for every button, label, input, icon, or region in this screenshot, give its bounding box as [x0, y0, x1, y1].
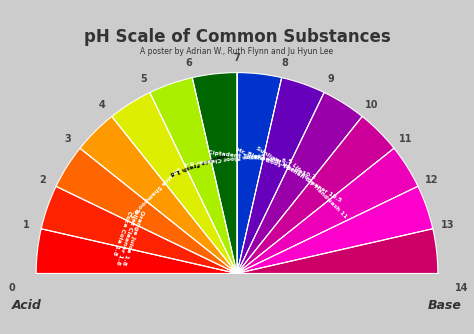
Text: Sunlight Kitchen Cleaner 10.5: Sunlight Kitchen Cleaner 10.5 [255, 146, 343, 203]
Text: SoKlim Floor Cleaner 6.4: SoKlim Floor Cleaner 6.4 [183, 151, 265, 165]
Text: 12: 12 [425, 175, 438, 185]
Text: Base: Base [428, 299, 462, 312]
Text: 10: 10 [365, 100, 378, 110]
Text: 5: 5 [140, 74, 146, 84]
Text: Ciptadent Toothpaste 8.5: Ciptadent Toothpaste 8.5 [208, 151, 292, 165]
Wedge shape [237, 117, 394, 274]
Text: Orange Juice 1.8
Toilet Cleaner 1.8
Coca Cola 1.8: Orange Juice 1.8 Toilet Cleaner 1.8 Coca… [109, 203, 146, 267]
Text: 14: 14 [455, 283, 469, 293]
Text: pH Scale of Common Substances: pH Scale of Common Substances [83, 28, 391, 46]
Wedge shape [41, 186, 237, 274]
Wedge shape [237, 229, 438, 274]
Text: 3: 3 [65, 134, 72, 144]
Text: Acid: Acid [12, 299, 42, 312]
Text: 6: 6 [186, 58, 192, 68]
Wedge shape [80, 117, 237, 274]
Wedge shape [112, 93, 237, 274]
Text: 13: 13 [441, 220, 454, 230]
Wedge shape [237, 77, 324, 274]
Wedge shape [237, 72, 282, 274]
Wedge shape [56, 148, 237, 274]
Wedge shape [192, 72, 237, 274]
Text: 1: 1 [23, 220, 30, 230]
Text: Mr. Biore Body Foam 10.2: Mr. Biore Body Foam 10.2 [235, 147, 316, 180]
Wedge shape [237, 186, 433, 274]
Wedge shape [150, 77, 237, 274]
Text: 11: 11 [399, 134, 412, 144]
Wedge shape [36, 229, 237, 274]
Text: 2: 2 [39, 175, 46, 185]
Wedge shape [237, 93, 362, 274]
Text: Lifebuoy Handwash 11: Lifebuoy Handwash 11 [291, 163, 348, 219]
Text: Rejoice Shampoo 4.3: Rejoice Shampoo 4.3 [128, 165, 181, 217]
Text: 0: 0 [9, 283, 16, 293]
Text: Indomie Fresh 1.8: Indomie Fresh 1.8 [170, 151, 228, 176]
Wedge shape [237, 148, 418, 274]
Text: 9: 9 [328, 74, 334, 84]
Text: 8: 8 [282, 58, 289, 68]
Text: 7: 7 [234, 52, 240, 62]
Text: A poster by Adrian W., Ruth Flynn and Ju Hyun Lee: A poster by Adrian W., Ruth Flynn and Ju… [140, 47, 334, 56]
Text: 4: 4 [99, 100, 106, 110]
